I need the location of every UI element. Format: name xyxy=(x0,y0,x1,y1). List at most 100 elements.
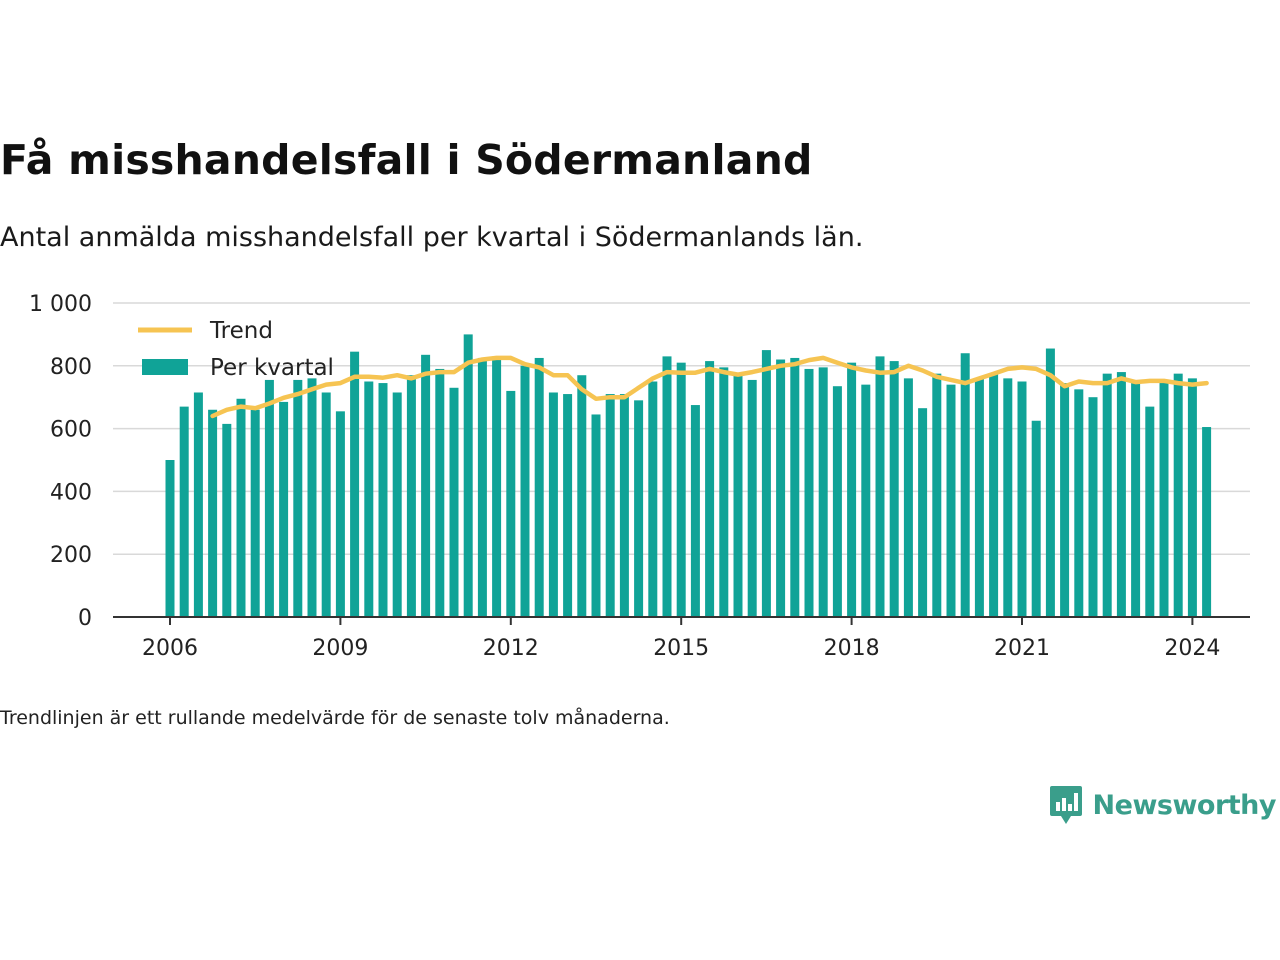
bar xyxy=(548,392,558,617)
bar xyxy=(1031,420,1041,617)
bar xyxy=(974,378,984,617)
bar xyxy=(989,373,999,617)
bar xyxy=(804,368,814,617)
bar xyxy=(918,408,928,617)
x-tick-label: 2021 xyxy=(994,636,1050,661)
bar xyxy=(847,362,857,617)
bar xyxy=(378,383,388,617)
bar xyxy=(321,392,331,617)
bar xyxy=(477,357,487,617)
x-tick-label: 2018 xyxy=(824,636,880,661)
y-tick-label: 400 xyxy=(50,480,92,505)
bar xyxy=(350,351,360,617)
chart-title: Få misshandelsfall i Södermanland xyxy=(0,136,813,184)
trend-line xyxy=(210,355,1209,419)
y-tick-label: 1 000 xyxy=(29,292,92,317)
bar xyxy=(662,356,672,617)
bar xyxy=(279,401,289,617)
bar xyxy=(1003,378,1013,617)
bar xyxy=(179,406,189,617)
bar xyxy=(1145,406,1155,617)
bar xyxy=(193,392,203,617)
bar xyxy=(946,384,956,617)
y-tick-label: 800 xyxy=(50,355,92,380)
x-tick-label: 2015 xyxy=(653,636,709,661)
bar xyxy=(889,361,899,617)
bar xyxy=(747,379,757,617)
bar xyxy=(335,411,345,617)
bar xyxy=(619,394,629,617)
bar-series xyxy=(165,334,1212,617)
bar xyxy=(903,378,913,617)
bar xyxy=(932,373,942,617)
bar xyxy=(875,356,885,617)
bar xyxy=(818,367,828,617)
bar xyxy=(1159,379,1169,617)
bar xyxy=(1173,373,1183,617)
x-tick-label: 2012 xyxy=(483,636,539,661)
bar xyxy=(421,354,431,617)
bar xyxy=(264,379,274,617)
x-tick-label: 2009 xyxy=(312,636,368,661)
bar xyxy=(236,398,246,617)
bar xyxy=(719,367,729,617)
bar xyxy=(293,379,303,617)
bar xyxy=(520,365,530,617)
legend-bar-swatch xyxy=(142,359,188,375)
bar xyxy=(1045,348,1055,617)
bar xyxy=(250,409,260,617)
x-tick-label: 2024 xyxy=(1164,636,1220,661)
bar xyxy=(790,357,800,617)
bar xyxy=(577,375,587,617)
bar xyxy=(776,359,786,617)
bar xyxy=(1116,372,1126,617)
bar xyxy=(1017,381,1027,617)
bar xyxy=(492,356,502,617)
axes: 0 200 400 600 800 1 000 2006 2009 2012 2015 2018 20… xyxy=(29,292,1250,661)
x-tick-label: 2006 xyxy=(142,636,198,661)
bar xyxy=(960,353,970,617)
bar xyxy=(690,405,700,617)
y-tick-label: 200 xyxy=(50,543,92,568)
bar xyxy=(449,387,459,617)
legend: Trend Per kvartal xyxy=(138,318,334,381)
bar xyxy=(1187,378,1197,617)
bar xyxy=(307,378,317,617)
y-tick-label: 600 xyxy=(50,418,92,443)
bar xyxy=(676,362,686,617)
bar xyxy=(534,357,544,617)
bar xyxy=(406,375,416,617)
brand-name: Newsworthy xyxy=(1092,789,1277,821)
bar xyxy=(506,390,516,617)
bar xyxy=(208,409,218,617)
legend-trend-label: Trend xyxy=(209,318,273,344)
chart-subtitle: Antal anmälda misshandelsfall per kvarta… xyxy=(0,222,864,253)
bar-chart-speech-bubble-icon xyxy=(1049,786,1082,824)
bar xyxy=(1202,427,1212,617)
bar xyxy=(733,375,743,617)
bar xyxy=(563,394,573,617)
bar xyxy=(591,414,601,617)
chart-footnote: Trendlinjen är ett rullande medelvärde f… xyxy=(0,707,670,729)
y-tick-label: 0 xyxy=(78,606,92,631)
bar xyxy=(605,394,615,617)
chart: 0 200 400 600 800 1 000 2006 2009 2012 2015 2018 20… xyxy=(29,292,1250,661)
bar xyxy=(1088,397,1098,617)
bar xyxy=(165,460,175,617)
bar xyxy=(761,350,771,617)
brand-logo: Newsworthy xyxy=(1049,784,1277,826)
bar xyxy=(1060,383,1070,617)
bar xyxy=(705,361,715,617)
bar xyxy=(1074,389,1084,617)
bar xyxy=(634,400,644,617)
bar xyxy=(832,386,842,617)
bar xyxy=(222,423,232,617)
bar xyxy=(648,381,658,617)
trend-series xyxy=(210,355,1209,419)
legend-bar-label: Per kvartal xyxy=(210,355,334,381)
bar xyxy=(1102,373,1112,617)
bar xyxy=(435,368,445,617)
bar xyxy=(861,384,871,617)
bar xyxy=(364,381,374,617)
bar xyxy=(392,392,402,617)
